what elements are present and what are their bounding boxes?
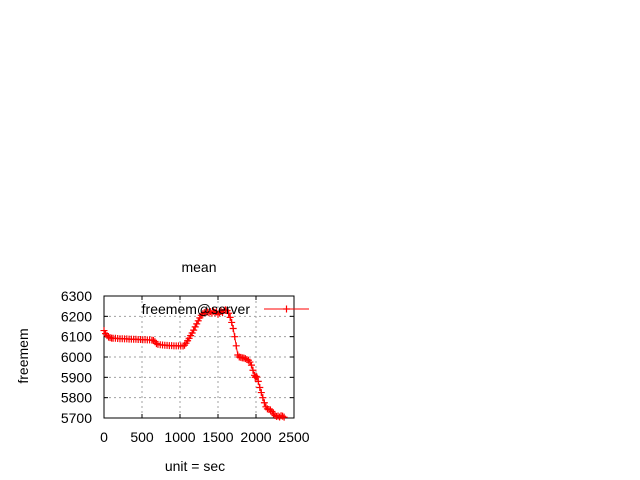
x-tick-label: 2000 <box>240 429 271 445</box>
plot-frame <box>103 295 295 419</box>
data-point <box>249 366 257 374</box>
series-layer <box>100 306 288 421</box>
data-point <box>253 373 261 381</box>
data-point <box>209 307 217 315</box>
data-point <box>246 358 254 366</box>
data-point <box>217 307 225 315</box>
axis-ticks: 0 500 1000 1500 2000 2500 5700 5800 5900 6000 6100… <box>61 288 310 445</box>
x-tick-label: 1000 <box>164 429 195 445</box>
chart-title: mean <box>181 259 216 275</box>
data-point <box>266 406 274 414</box>
data-point <box>205 309 213 317</box>
data-point <box>252 372 260 380</box>
x-tick-label: 0 <box>100 429 108 445</box>
data-point <box>280 413 288 421</box>
y-tick-label: 5800 <box>61 390 92 406</box>
data-point <box>247 361 255 369</box>
y-axis-label: freemem <box>15 328 31 383</box>
data-point <box>225 309 233 317</box>
data-point <box>260 399 268 407</box>
legend: freemem@server <box>142 301 309 317</box>
y-tick-label: 5700 <box>61 410 92 426</box>
data-point <box>254 377 262 385</box>
data-point <box>191 323 199 331</box>
y-tick-label: 6000 <box>61 349 92 365</box>
data-point <box>240 354 248 362</box>
data-point <box>256 384 264 391</box>
legend-marker <box>283 305 290 313</box>
data-point <box>241 355 249 363</box>
y-tick-label: 6200 <box>61 308 92 324</box>
data-point <box>222 306 230 314</box>
x-tick-label: 1500 <box>202 429 233 445</box>
y-tick-label: 5900 <box>61 369 92 385</box>
data-point <box>263 405 271 413</box>
data-point <box>105 333 113 341</box>
data-point <box>214 310 222 318</box>
y-tick-label: 6300 <box>61 288 92 304</box>
data-point <box>232 342 240 350</box>
x-tick-label: 500 <box>130 429 154 445</box>
series-line <box>103 309 285 418</box>
x-axis-label: unit = sec <box>165 458 225 474</box>
x-tick-label: 2500 <box>278 429 309 445</box>
data-point <box>257 389 265 397</box>
data-point <box>229 325 237 333</box>
data-point <box>193 320 201 328</box>
data-point <box>190 326 198 334</box>
data-point <box>199 310 207 318</box>
data-point <box>279 412 287 420</box>
legend-label: freemem@server <box>142 301 251 317</box>
data-point <box>226 313 234 321</box>
data-point <box>100 327 108 335</box>
data-point <box>259 394 267 402</box>
y-tick-label: 6100 <box>61 329 92 345</box>
data-point <box>228 318 236 326</box>
data-point <box>149 336 157 344</box>
data-point <box>152 340 160 348</box>
data-point <box>231 333 239 341</box>
